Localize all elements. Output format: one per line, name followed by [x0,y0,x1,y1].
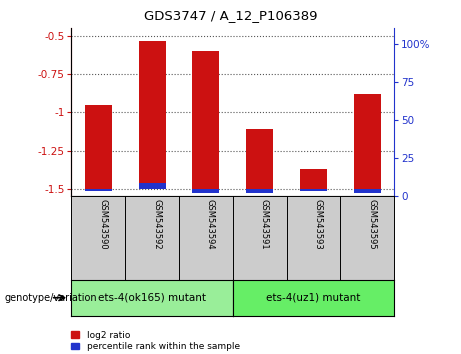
Text: GSM543590: GSM543590 [98,199,107,250]
Bar [354,189,381,193]
Text: GSM543595: GSM543595 [367,199,376,250]
Bar [193,51,219,189]
Text: GSM543592: GSM543592 [152,199,161,250]
Bar [139,183,165,189]
Text: ets-4(ok165) mutant: ets-4(ok165) mutant [98,293,206,303]
Bar [85,189,112,191]
Text: GSM543591: GSM543591 [260,199,269,250]
Bar [85,105,112,189]
Text: genotype/variation: genotype/variation [5,293,97,303]
Bar [354,94,381,189]
Text: ets-4(uz1) mutant: ets-4(uz1) mutant [266,293,361,303]
Bar [300,169,327,189]
Text: GDS3747 / A_12_P106389: GDS3747 / A_12_P106389 [144,9,317,22]
Bar [300,189,327,191]
Bar [139,41,165,189]
Text: GSM543593: GSM543593 [313,199,323,250]
Text: GSM543594: GSM543594 [206,199,215,250]
Bar [246,189,273,193]
Legend: log2 ratio, percentile rank within the sample: log2 ratio, percentile rank within the s… [71,331,240,351]
Bar [246,129,273,189]
Bar [193,189,219,193]
